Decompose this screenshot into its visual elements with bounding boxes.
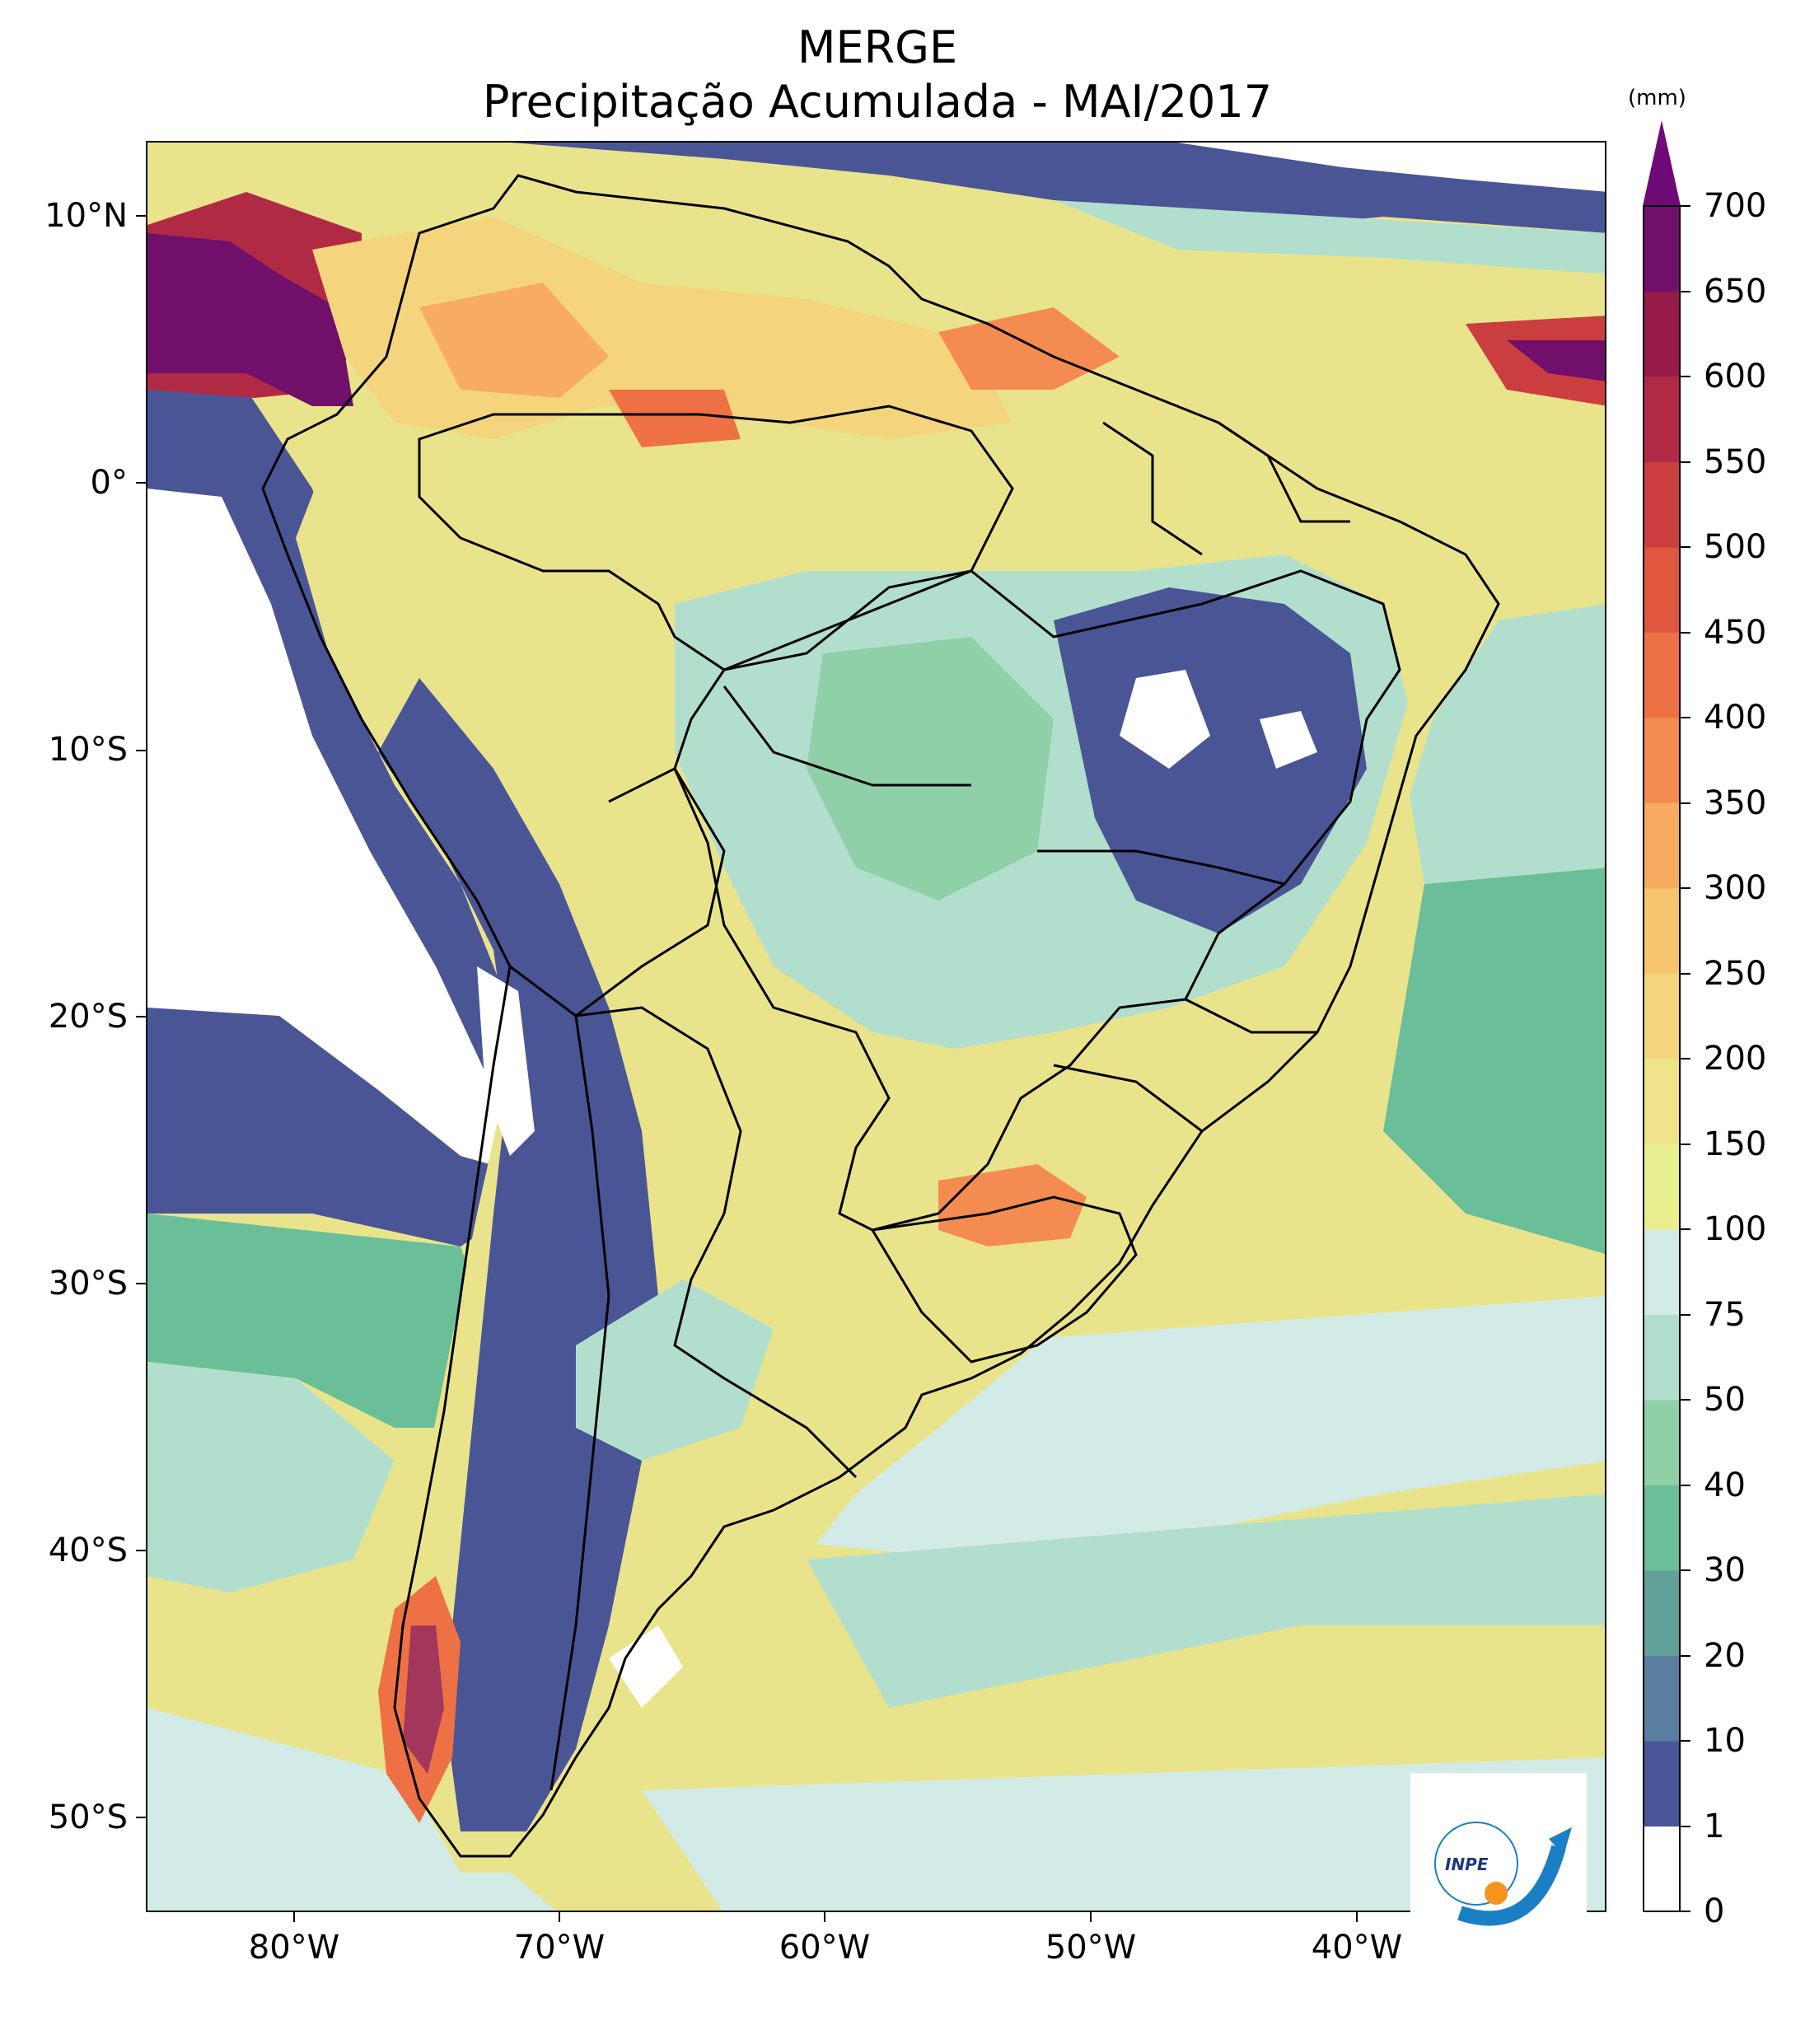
colorbar-tick xyxy=(1681,802,1690,804)
colorbar-tick xyxy=(1681,290,1690,292)
lon-label-60w: 60°W xyxy=(779,1929,871,1967)
lat-tick xyxy=(136,215,146,217)
lon-label-70w: 70°W xyxy=(513,1929,606,1967)
colorbar-label: 75 xyxy=(1704,1295,1746,1334)
lon-label-40w: 40°W xyxy=(1311,1929,1403,1967)
colorbar-segment xyxy=(1643,1229,1681,1315)
lat-tick xyxy=(136,1550,146,1551)
colorbar-extend-arrow xyxy=(1643,120,1681,206)
lon-tick xyxy=(559,1912,560,1922)
colorbar-label: 50 xyxy=(1704,1381,1746,1419)
colorbar-segment xyxy=(1643,1570,1681,1656)
colorbar-label: 300 xyxy=(1704,869,1767,907)
lat-label-40s: 40°S xyxy=(48,1532,128,1569)
colorbar-label: 30 xyxy=(1704,1551,1746,1589)
colorbar-segment xyxy=(1643,1400,1681,1485)
colorbar-label: 250 xyxy=(1704,954,1767,993)
lat-label-20s: 20°S xyxy=(48,998,128,1036)
colorbar-segment xyxy=(1643,547,1681,633)
colorbar-tick xyxy=(1681,1654,1690,1657)
lat-tick xyxy=(136,750,146,751)
colorbar-segment xyxy=(1643,291,1681,377)
colorbar-label: 10 xyxy=(1704,1722,1746,1760)
colorbar-segment xyxy=(1643,718,1681,803)
colorbar-segment xyxy=(1643,206,1681,292)
colorbar-segment xyxy=(1643,888,1681,974)
map-canvas xyxy=(147,143,1605,1911)
colorbar-tick xyxy=(1681,1825,1690,1827)
colorbar-unit: (mm) xyxy=(1628,86,1686,110)
colorbar-tick xyxy=(1681,631,1690,634)
colorbar-tick xyxy=(1681,972,1690,975)
colorbar-label: 600 xyxy=(1704,358,1767,395)
colorbar-segment xyxy=(1643,1826,1681,1912)
lon-label-80w: 80°W xyxy=(248,1929,340,1967)
colorbar-segment xyxy=(1643,1741,1681,1827)
lon-label-50w: 50°W xyxy=(1045,1929,1137,1967)
colorbar-tick xyxy=(1681,546,1690,548)
colorbar-tick xyxy=(1681,1740,1690,1742)
colorbar-label: 150 xyxy=(1704,1125,1767,1163)
colorbar-tick xyxy=(1681,1569,1690,1571)
colorbar xyxy=(1643,120,1681,1912)
colorbar-tick xyxy=(1681,887,1690,889)
lat-label-10n: 10°N xyxy=(44,197,128,235)
colorbar-segment xyxy=(1643,1144,1681,1230)
colorbar-segment xyxy=(1643,632,1681,718)
colorbar-label: 1 xyxy=(1704,1807,1725,1845)
colorbar-tick xyxy=(1681,1143,1690,1145)
colorbar-segment xyxy=(1643,1655,1681,1742)
colorbar-tick xyxy=(1681,376,1690,377)
colorbar-segment xyxy=(1643,1059,1681,1144)
lat-tick xyxy=(136,1283,146,1284)
colorbar-label: 40 xyxy=(1704,1466,1746,1504)
lat-label-0: 0° xyxy=(90,464,128,502)
colorbar-label: 0 xyxy=(1704,1892,1725,1930)
colorbar-tick xyxy=(1681,717,1690,718)
colorbar-label: 650 xyxy=(1704,272,1767,311)
logo-text: INPE xyxy=(1445,1855,1489,1874)
lon-tick xyxy=(1090,1912,1092,1922)
colorbar-label: 500 xyxy=(1704,528,1767,566)
lon-tick xyxy=(293,1912,295,1922)
map-subtitle: Precipitação Acumulada - MAI/2017 xyxy=(482,76,1273,128)
colorbar-segment xyxy=(1643,802,1681,889)
colorbar-segment xyxy=(1643,1314,1681,1401)
map-title: MERGE xyxy=(797,21,958,73)
colorbar-label: 20 xyxy=(1704,1636,1746,1675)
colorbar-label: 200 xyxy=(1704,1040,1767,1078)
lat-label-10s: 10°S xyxy=(48,731,128,769)
inpe-logo: INPE xyxy=(1410,1773,1587,1946)
colorbar-segment xyxy=(1643,1485,1681,1571)
colorbar-tick xyxy=(1681,205,1690,207)
colorbar-tick xyxy=(1681,1313,1690,1316)
lon-tick xyxy=(824,1912,825,1922)
colorbar-label: 450 xyxy=(1704,613,1767,652)
lat-label-50s: 50°S xyxy=(48,1798,128,1836)
colorbar-label: 400 xyxy=(1704,699,1767,737)
lat-tick xyxy=(136,1016,146,1017)
colorbar-tick xyxy=(1681,1058,1690,1059)
lon-tick xyxy=(1356,1912,1358,1922)
lat-tick xyxy=(136,1817,146,1818)
colorbar-segment xyxy=(1643,461,1681,548)
colorbar-segment xyxy=(1643,973,1681,1059)
colorbar-tick xyxy=(1681,1484,1690,1486)
colorbar-tick xyxy=(1681,1228,1690,1230)
colorbar-label: 700 xyxy=(1704,187,1767,225)
colorbar-segment xyxy=(1643,377,1681,462)
colorbar-tick xyxy=(1681,461,1690,463)
colorbar-tick xyxy=(1681,1399,1690,1401)
precipitation-map xyxy=(146,141,1606,1912)
colorbar-label: 550 xyxy=(1704,442,1767,481)
colorbar-label: 100 xyxy=(1704,1210,1767,1248)
colorbar-label: 350 xyxy=(1704,783,1767,822)
lat-label-30s: 30°S xyxy=(48,1265,128,1303)
colorbar-tick xyxy=(1681,1911,1690,1912)
lat-tick xyxy=(136,482,146,484)
